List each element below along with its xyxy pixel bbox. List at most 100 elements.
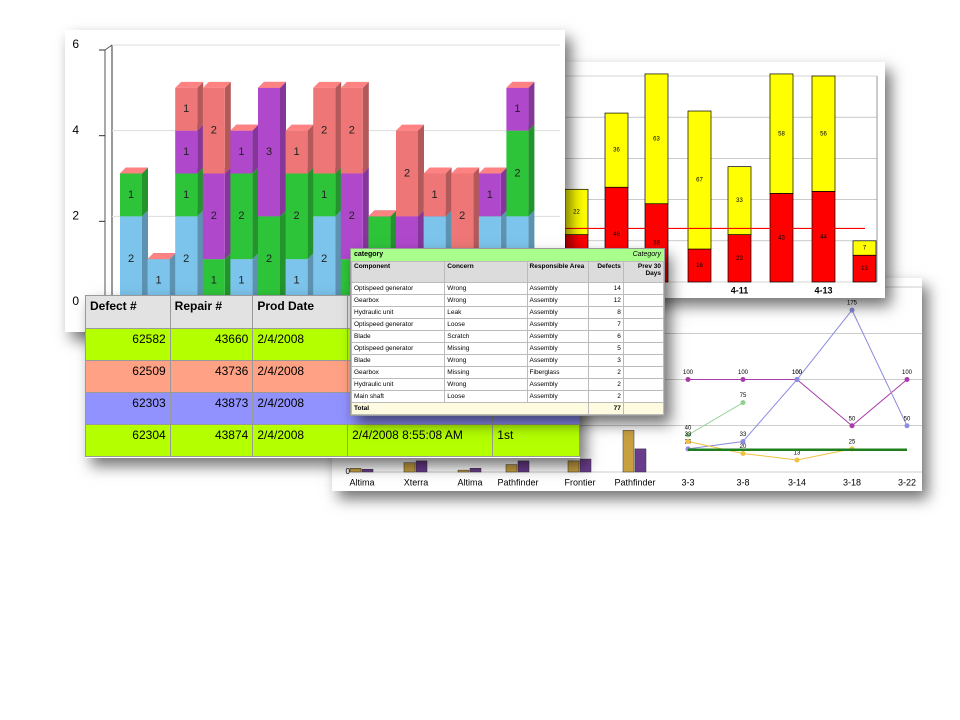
data-label: 2	[294, 210, 300, 222]
bar	[579, 458, 592, 473]
point	[794, 377, 800, 382]
bar	[506, 87, 529, 131]
bar-side	[169, 253, 176, 302]
table-cell: 2/4/2008	[252, 424, 349, 457]
column-header: Component	[351, 261, 446, 283]
bar	[313, 87, 336, 174]
bar-side	[528, 124, 535, 217]
table-cell: Gearbox	[351, 366, 446, 379]
column-header: Prod Date	[252, 295, 349, 329]
data-label: 33	[740, 432, 747, 438]
table-cell: 14	[587, 282, 624, 295]
bar	[202, 87, 225, 174]
x-tick-label: 3-8	[736, 477, 749, 487]
table-cell: 43660	[169, 328, 254, 361]
bar-top	[368, 210, 397, 217]
data-label: 3	[266, 146, 272, 158]
table-row: Blade Scratch Assembly 6	[351, 330, 664, 343]
bar-top	[340, 81, 369, 88]
bar-side	[197, 124, 204, 174]
bar-side	[280, 210, 286, 302]
table-cell: Assembly	[526, 294, 589, 307]
bar-side	[307, 124, 314, 174]
data-label: 33	[736, 198, 743, 204]
data-label: 13	[861, 266, 868, 272]
table-cell: Assembly	[526, 318, 589, 331]
table-cell: 2	[587, 390, 624, 403]
point	[685, 377, 691, 382]
data-label: 7	[863, 246, 867, 252]
table-row: Hydraulic unit Leak Assembly 8	[351, 306, 664, 319]
data-label: 1	[294, 146, 300, 158]
bar-side	[445, 167, 452, 217]
x-tick-label: 4-13	[814, 285, 832, 295]
table-row: Optispeed generator Loose Assembly 7	[351, 318, 664, 331]
data-label: 2	[514, 167, 520, 179]
table-cell: 1st	[492, 424, 580, 457]
bar-side	[197, 167, 204, 217]
bar-side	[335, 167, 342, 217]
data-label: 2	[211, 210, 217, 222]
data-label: 1	[183, 103, 189, 115]
bar-side	[307, 253, 314, 302]
bar	[634, 448, 647, 473]
data-label: 40	[685, 426, 692, 432]
bar-side	[528, 81, 535, 131]
table-cell	[622, 366, 664, 379]
bar	[506, 130, 529, 217]
bar-side	[362, 167, 369, 260]
table-cell: Wrong	[444, 354, 528, 367]
category-panel: category Category Component Concern Respon…	[350, 248, 665, 416]
y-tick-label: 6	[72, 37, 79, 51]
bar-top	[478, 167, 507, 174]
y-tick-label: 4	[72, 123, 79, 137]
table-cell: 43873	[169, 392, 254, 425]
y-tick-label: 0	[72, 294, 79, 308]
bar	[469, 468, 482, 473]
bar-side	[335, 210, 342, 302]
bar	[644, 73, 669, 205]
data-label: 1	[294, 274, 300, 286]
table-cell	[622, 306, 664, 319]
data-label: 1	[156, 274, 162, 286]
column-header: Responsible Area	[526, 261, 589, 283]
bar	[451, 173, 474, 260]
bar	[175, 216, 198, 302]
point	[849, 307, 855, 313]
data-label: 16	[696, 263, 703, 269]
table-cell: 2	[587, 366, 624, 379]
point	[740, 377, 746, 382]
table-cell: Hydraulic unit	[351, 306, 446, 319]
table-cell: Leak	[444, 306, 528, 319]
table-cell: 6	[587, 330, 624, 343]
data-label: 100	[683, 370, 694, 376]
data-label: 67	[696, 178, 703, 184]
point	[740, 400, 746, 406]
data-label: 23	[736, 256, 743, 262]
data-label: 1	[183, 189, 189, 201]
bar	[285, 259, 308, 302]
total-label: Total	[351, 402, 589, 415]
data-label: 1	[128, 189, 134, 201]
bar-side	[500, 167, 507, 217]
point	[685, 438, 691, 444]
table-cell: Gearbox	[351, 294, 446, 307]
table-cell: Wrong	[444, 378, 528, 391]
bar	[120, 173, 142, 217]
bar	[396, 130, 418, 217]
data-label: 2	[183, 253, 189, 265]
table-cell	[622, 294, 664, 307]
data-label: 2	[266, 253, 272, 265]
table-cell: Optispeed generator	[351, 342, 446, 355]
bar	[120, 216, 142, 302]
table-cell: Blade	[351, 354, 446, 367]
data-label: 100	[792, 370, 803, 376]
table-cell	[622, 390, 664, 403]
bar	[202, 259, 225, 302]
table-cell: 62303	[85, 392, 171, 425]
table-row: Optispeed generator Wrong Assembly 14	[351, 282, 664, 295]
data-label: 1	[238, 274, 244, 286]
data-label: 2	[211, 125, 217, 137]
table-cell: 2/4/2008	[252, 392, 349, 425]
table-cell: 2	[587, 378, 624, 391]
